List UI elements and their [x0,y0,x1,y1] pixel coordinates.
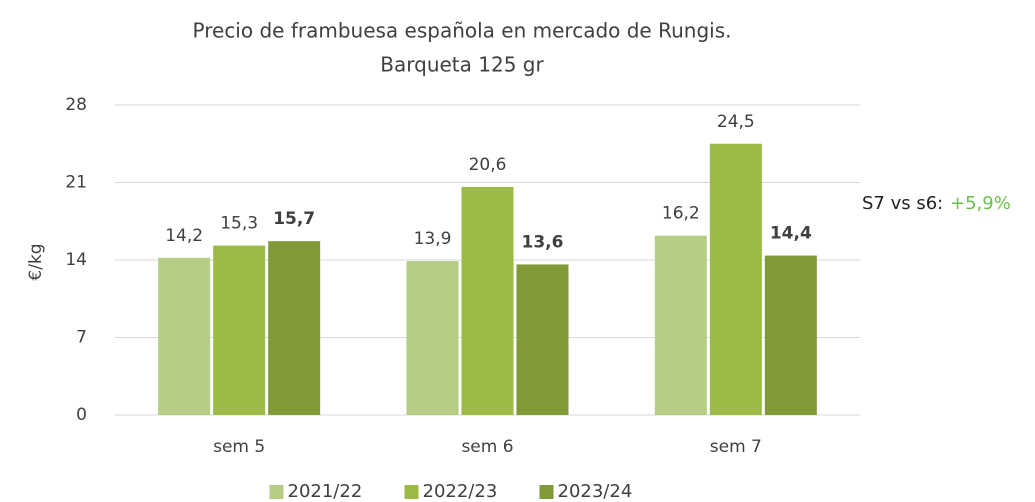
y-tick-label: 0 [76,405,87,425]
legend-swatch [269,485,284,499]
legend-label: 2022/23 [423,481,498,502]
data-label: 15,3 [220,214,258,234]
bar [516,264,569,415]
x-tick-label: sem 6 [461,437,513,457]
chart-title: Precio de frambuesa española en mercado … [193,19,732,43]
y-tick-label: 7 [76,328,87,348]
data-label: 13,6 [522,232,564,252]
y-tick-label: 28 [65,95,87,115]
data-label: 16,2 [662,204,700,224]
data-label: 24,5 [717,112,755,132]
legend-swatch [404,485,419,499]
y-axis-label: €/kg [26,243,46,280]
legend-label: 2021/22 [288,481,363,502]
annotation-change: +5,9% [950,193,1011,214]
data-label: 20,6 [469,155,507,175]
bar [406,261,459,415]
bar [461,186,514,415]
bar [213,245,266,415]
chart-subtitle: Barqueta 125 gr [380,53,544,77]
data-label: 14,4 [770,224,812,244]
x-tick-label: sem 5 [213,437,265,457]
bar [158,257,211,415]
legend-swatch [539,485,554,499]
y-tick-label: 14 [65,250,87,270]
bar [268,241,321,415]
y-tick-label: 21 [65,173,87,193]
data-label: 14,2 [165,226,203,246]
annotation-label: S7 vs s6: [862,193,943,214]
legend-label: 2023/24 [558,481,633,502]
bar [709,143,762,415]
bar [654,235,707,415]
data-label: 13,9 [414,229,452,249]
bar [764,255,817,415]
x-tick-label: sem 7 [710,437,762,457]
data-label: 15,7 [273,209,315,229]
